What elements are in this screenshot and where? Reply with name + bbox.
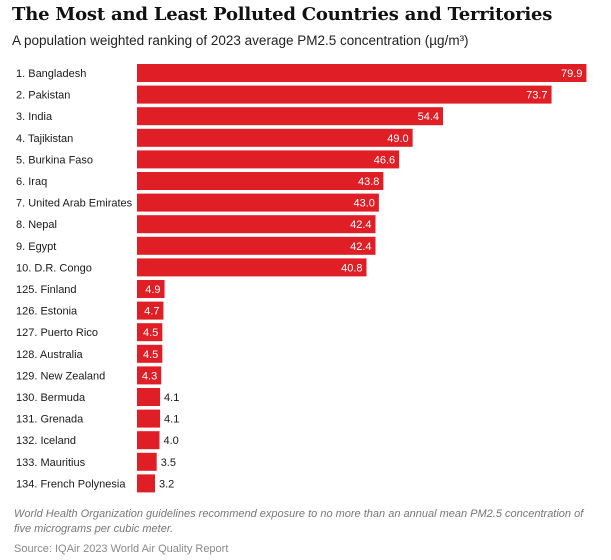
category-label: 130. Bermuda — [16, 392, 86, 404]
category-label: 125. Finland — [16, 284, 77, 296]
bar — [137, 344, 163, 363]
bar — [137, 107, 443, 126]
bar — [137, 258, 367, 277]
value-label: 4.1 — [164, 392, 179, 404]
value-label: 42.4 — [350, 241, 371, 253]
value-label: 4.7 — [144, 306, 159, 318]
bar — [137, 452, 157, 471]
bar — [137, 280, 165, 298]
bar-row: 132. Iceland 4.0 — [16, 431, 179, 450]
value-label: 43.8 — [358, 176, 379, 188]
bar-row: 8. Nepal 42.4 — [16, 215, 376, 234]
bar-row: 131. Grenada 4.1 — [16, 409, 179, 428]
bar — [137, 215, 376, 234]
bar — [137, 128, 413, 147]
bar — [137, 64, 587, 82]
bar — [137, 388, 161, 406]
value-label: 43.0 — [353, 198, 374, 210]
category-label: 129. New Zealand — [16, 370, 105, 382]
bar — [137, 474, 155, 493]
value-label: 42.4 — [350, 219, 371, 231]
value-label: 73.7 — [526, 90, 547, 102]
category-label: 127. Puerto Rico — [16, 327, 98, 339]
bar — [137, 431, 160, 450]
value-label: 46.6 — [374, 154, 395, 166]
value-label: 4.0 — [164, 435, 179, 447]
value-label: 79.9 — [561, 68, 582, 80]
bar-row: 5. Burkina Faso 46.6 — [16, 150, 400, 169]
bar — [137, 172, 384, 190]
bar — [137, 409, 161, 428]
bar-row: 9. Egypt 42.4 — [16, 236, 376, 255]
bar — [137, 193, 379, 212]
value-label: 49.0 — [387, 133, 408, 145]
category-label: 2. Pakistan — [16, 90, 70, 102]
bar-row: 134. French Polynesia 3.2 — [16, 474, 174, 493]
bar-chart: 1. Bangladesh 79.9 2. Pakistan 73.7 3. India… — [16, 64, 587, 493]
bar-row: 130. Bermuda 4.1 — [16, 388, 179, 406]
category-label: 10. D.R. Congo — [16, 262, 92, 274]
bar-row: 2. Pakistan 73.7 — [16, 85, 552, 104]
value-label: 4.5 — [143, 349, 158, 361]
bar-row: 6. Iraq 43.8 — [16, 172, 384, 190]
category-label: 9. Egypt — [16, 241, 56, 253]
bar-row: 7. United Arab Emirates 43.0 — [16, 193, 379, 212]
bar-row: 4. Tajikistan 49.0 — [16, 128, 413, 147]
category-label: 3. India — [16, 111, 53, 123]
category-label: 133. Mauritius — [16, 457, 86, 469]
category-label: 132. Iceland — [16, 435, 76, 447]
value-label: 4.9 — [145, 284, 160, 296]
category-label: 8. Nepal — [16, 219, 57, 231]
bar — [137, 366, 162, 385]
bar — [137, 85, 552, 104]
bar — [137, 150, 400, 169]
bar — [137, 323, 163, 342]
category-label: 5. Burkina Faso — [16, 154, 93, 166]
bar-row: 3. India 54.4 — [16, 107, 443, 126]
value-label: 3.2 — [159, 478, 174, 490]
value-label: 4.5 — [143, 327, 158, 339]
category-label: 1. Bangladesh — [16, 68, 86, 80]
chart-subtitle: A population weighted ranking of 2023 av… — [12, 33, 469, 48]
value-label: 4.3 — [142, 370, 157, 382]
bar — [137, 301, 164, 320]
category-label: 6. Iraq — [16, 176, 47, 188]
category-label: 134. French Polynesia — [16, 478, 126, 490]
bar-row: 127. Puerto Rico 4.5 — [16, 323, 163, 342]
category-label: 131. Grenada — [16, 414, 84, 426]
bar-row: 1. Bangladesh 79.9 — [16, 64, 587, 82]
category-label: 7. United Arab Emirates — [16, 198, 133, 210]
source-credit: Source: IQAir 2023 World Air Quality Rep… — [14, 543, 229, 555]
bar — [137, 236, 376, 255]
bar-row: 128. Australia 4.5 — [16, 344, 163, 363]
bar-row: 129. New Zealand 4.3 — [16, 366, 162, 385]
value-label: 54.4 — [418, 111, 439, 123]
category-label: 126. Estonia — [16, 306, 78, 318]
category-label: 4. Tajikistan — [16, 133, 73, 145]
value-label: 3.5 — [161, 457, 176, 469]
value-label: 4.1 — [164, 414, 179, 426]
category-label: 128. Australia — [16, 349, 84, 361]
value-label: 40.8 — [341, 262, 362, 274]
footnote: World Health Organization guidelines rec… — [14, 508, 584, 535]
bar-row: 126. Estonia 4.7 — [16, 301, 164, 320]
bar-row: 133. Mauritius 3.5 — [16, 452, 176, 471]
bar-row: 10. D.R. Congo 40.8 — [16, 258, 367, 277]
chart-title: The Most and Least Polluted Countries an… — [12, 4, 553, 25]
bar-row: 125. Finland 4.9 — [16, 280, 165, 298]
